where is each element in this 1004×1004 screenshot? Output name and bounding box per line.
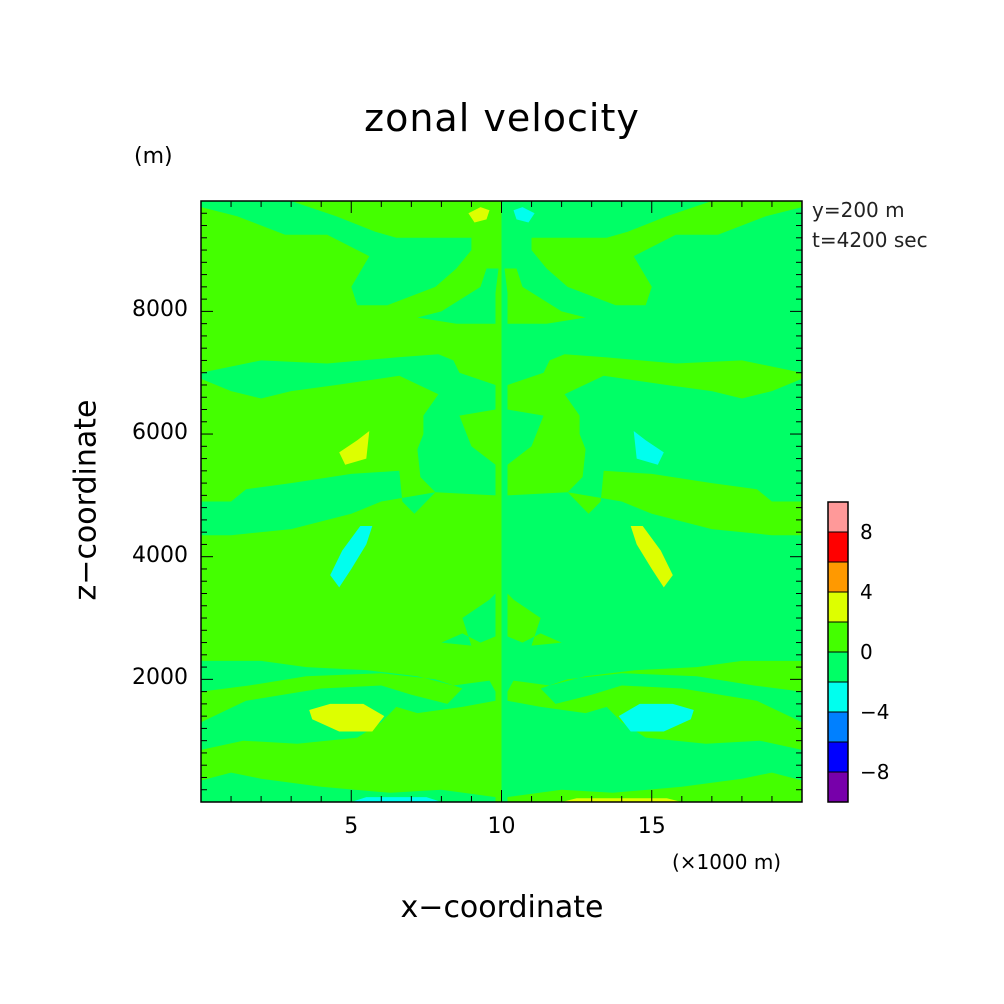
colorbar-swatch — [827, 591, 849, 623]
x-axis-unit: (×1000 m) — [672, 850, 782, 874]
colorbar-tick-label: −8 — [860, 760, 890, 784]
contour-region — [417, 268, 499, 324]
colorbar-swatch — [827, 651, 849, 683]
chart-title: zonal velocity — [364, 96, 640, 140]
annotation-t: t=4200 sec — [812, 228, 928, 252]
contour-region — [507, 354, 802, 536]
colorbar-swatch — [827, 681, 849, 713]
contour-region — [441, 593, 496, 646]
contour-region — [201, 201, 472, 306]
colorbar-swatch — [827, 501, 849, 533]
colorbar-swatch — [827, 741, 849, 773]
contour-region — [531, 201, 802, 306]
colorbar-tick-label: 4 — [860, 580, 873, 604]
colorbar-border — [827, 501, 849, 803]
contour-region — [630, 526, 673, 588]
colorbar-tick-label: −4 — [860, 700, 890, 724]
contour-regions — [201, 201, 802, 802]
contour-region — [507, 593, 562, 646]
y-tick-label: 4000 — [132, 542, 188, 568]
y-tick-label: 2000 — [132, 665, 188, 691]
contour-region — [507, 772, 802, 802]
x-tick-label: 5 — [344, 814, 359, 839]
y-tick-label: 8000 — [132, 297, 188, 323]
colorbar-swatch — [827, 771, 849, 803]
plot-frame — [200, 200, 803, 803]
colorbar-swatch — [827, 561, 849, 593]
colorbar-swatch — [827, 621, 849, 653]
x-tick-label: 15 — [637, 814, 666, 839]
x-axis-label: x−coordinate — [400, 890, 604, 925]
contour-region — [633, 431, 664, 465]
colorbar-swatch — [827, 711, 849, 743]
colorbar-swatch — [827, 531, 849, 563]
y-axis-label: z−coordinate — [68, 399, 104, 601]
contour-region — [330, 526, 373, 588]
x-tick-label: 10 — [487, 814, 516, 839]
contour-region — [504, 268, 586, 324]
y-tick-label: 6000 — [132, 420, 188, 446]
contour-region — [351, 797, 442, 802]
contour-region — [618, 703, 694, 732]
contour-region — [201, 354, 496, 536]
colorbar — [827, 501, 849, 803]
contour-region — [339, 431, 370, 465]
colorbar-tick-label: 8 — [860, 520, 873, 544]
contour-region — [309, 703, 385, 732]
colorbar-tick-label: 0 — [860, 640, 873, 664]
y-axis-unit: (m) — [134, 144, 173, 169]
annotation-y: y=200 m — [812, 198, 905, 222]
contour-region — [201, 772, 496, 802]
contour-region — [513, 207, 535, 223]
contour-region — [468, 207, 490, 223]
